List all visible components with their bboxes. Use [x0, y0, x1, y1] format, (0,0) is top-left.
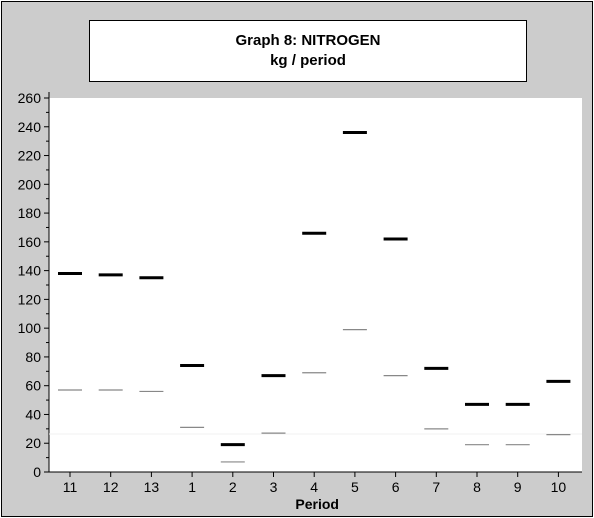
y-tick-label: 20 [25, 435, 41, 451]
x-tick-label: 2 [229, 479, 237, 495]
y-tick-label: 240 [18, 119, 42, 135]
y-tick-label: 180 [18, 205, 42, 221]
data-marks [49, 131, 582, 463]
x-tick-label: 11 [63, 479, 78, 495]
y-tick-label: 100 [18, 320, 42, 336]
y-tick-label: 0 [33, 464, 41, 480]
y-axis: 0 20 40 60 80 100 120 140 160 180 200 220 240 260 [18, 90, 50, 480]
y-tick-label: 220 [18, 148, 42, 164]
y-tick-label: 40 [25, 406, 41, 422]
chart-title-box: Graph 8: NITROGEN kg / period [89, 20, 527, 82]
chart-title: Graph 8: NITROGEN [235, 32, 381, 49]
y-tick-label: 60 [25, 378, 41, 394]
x-tick-label: 13 [144, 479, 160, 495]
x-tick-label: 8 [473, 479, 481, 495]
y-tick-label: 260 [18, 90, 42, 106]
plot-area [49, 98, 582, 472]
x-axis-title: Period [295, 496, 339, 512]
x-tick-label: 3 [270, 479, 278, 495]
x-tick-label: 4 [310, 479, 318, 495]
y-tick-label: 200 [18, 176, 42, 192]
x-tick-label: 12 [103, 479, 119, 495]
y-tick-label: 120 [18, 291, 42, 307]
y-tick-label: 80 [25, 349, 41, 365]
y-tick-label: 160 [18, 234, 42, 250]
x-tick-label: 9 [514, 479, 522, 495]
x-tick-label: 6 [392, 479, 400, 495]
y-tick-label: 140 [18, 263, 42, 279]
x-tick-label: 7 [432, 479, 440, 495]
chart-subtitle: kg / period [270, 52, 346, 69]
x-axis: 11 12 13 1 2 3 4 5 6 7 8 9 10 [49, 471, 582, 495]
x-tick-label: 5 [351, 479, 359, 495]
x-tick-label: 10 [551, 479, 567, 495]
x-tick-label: 1 [188, 479, 196, 495]
